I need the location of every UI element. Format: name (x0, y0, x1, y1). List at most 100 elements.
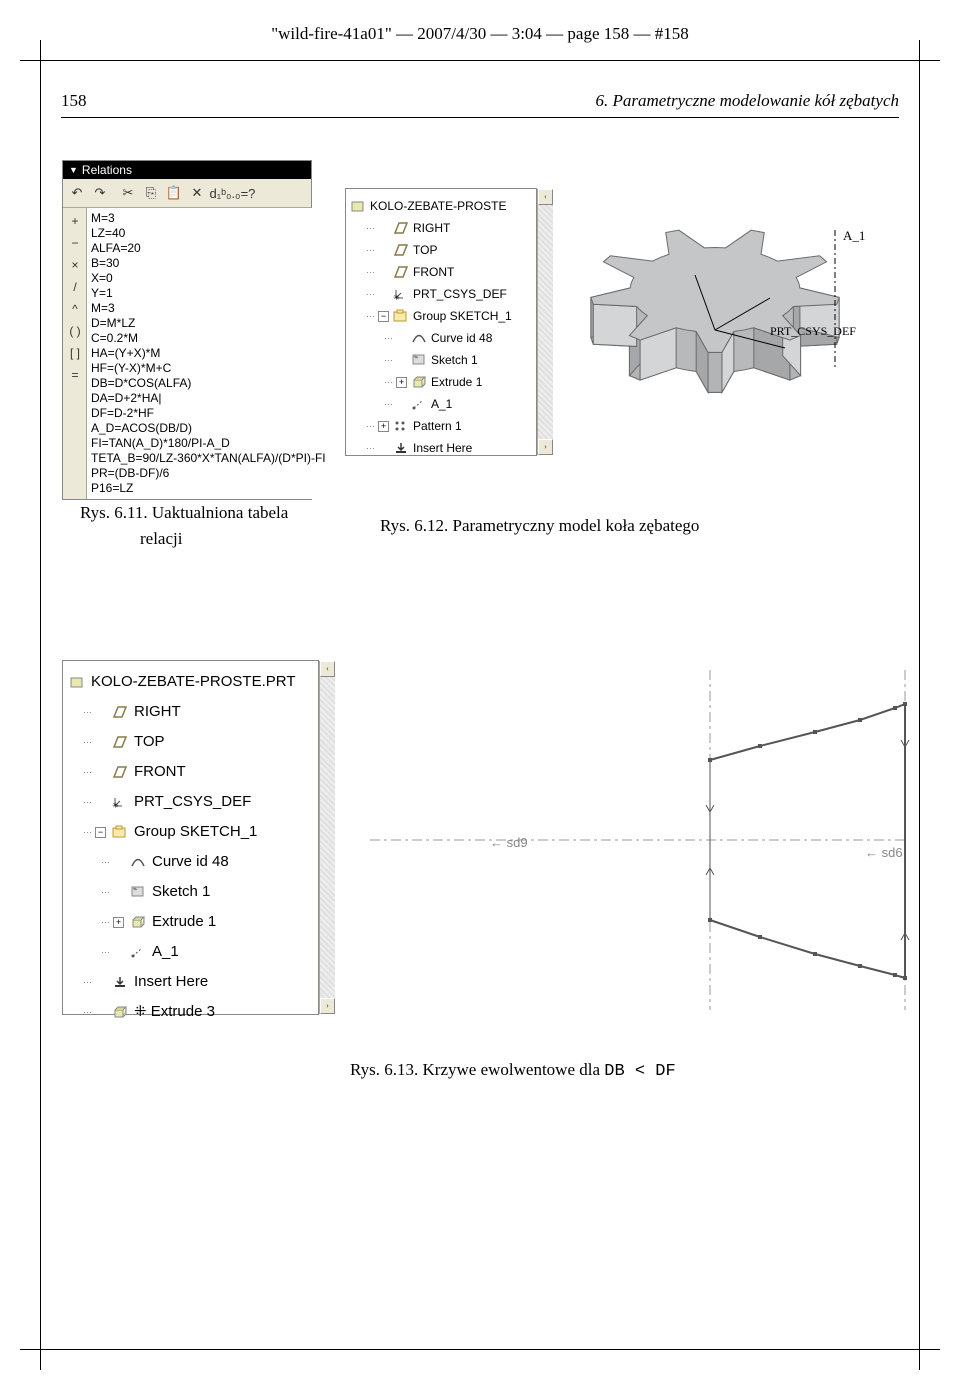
tree-item[interactable]: ⋯Insert Here (67, 967, 314, 997)
relations-panel: ▼ Relations ↶↷✂⎘📋✕d₁ᵇ₀.₀=? +−×/^( )[ ]= … (62, 160, 312, 500)
caret-icon[interactable]: ^ (64, 299, 86, 319)
equals-icon[interactable]: = (64, 365, 86, 385)
model-tree-panel-1: KOLO-ZEBATE-PROSTE⋯RIGHT⋯TOP⋯FRONT⋯✳PRT_… (345, 188, 537, 456)
relations-operator-bar: +−×/^( )[ ]= (63, 208, 87, 499)
tree-root[interactable]: KOLO-ZEBATE-PROSTE.PRT (67, 667, 314, 697)
relations-editor[interactable]: M=3 LZ=40 ALFA=20 B=30 X=0 Y=1 M=3 D=M*L… (87, 208, 330, 499)
caption-6-12: Rys. 6.12. Parametryczny model koła zęba… (380, 516, 860, 536)
crop-mark (20, 60, 40, 61)
tree-item[interactable]: ⋯A_1 (350, 393, 532, 415)
expand-icon[interactable]: + (378, 421, 389, 432)
copy-icon[interactable]: ⎘ (140, 182, 162, 204)
tree-item[interactable]: ⋯✳PRT_CSYS_DEF (350, 283, 532, 305)
plus-icon[interactable]: + (64, 211, 86, 231)
scroll-up-icon[interactable]: ‹ (320, 661, 335, 677)
scroll-up-icon[interactable]: ‹ (538, 189, 553, 205)
crop-mark (920, 60, 940, 61)
sketch-icon (411, 353, 427, 367)
bracket-icon[interactable]: [ ] (64, 343, 86, 363)
axis-icon (411, 397, 427, 411)
tree-item[interactable]: ⋯⁜ Extrude 3 (67, 997, 314, 1027)
dim-label-sd9: ← sd9 (490, 835, 528, 850)
dropdown-icon: ▼ (69, 165, 78, 175)
datum-plane-icon (393, 243, 409, 257)
datum-plane-icon (393, 221, 409, 235)
csys-icon: ✳ (110, 793, 130, 811)
dim-label-sd6: ← sd6 (865, 845, 903, 860)
datum-plane-icon (110, 703, 130, 721)
insert-icon (110, 973, 130, 991)
crop-mark (920, 1349, 940, 1350)
svg-text:PRT_CSYS_DEF: PRT_CSYS_DEF (770, 324, 856, 338)
datum-plane-icon (110, 763, 130, 781)
extrude-icon (110, 1003, 130, 1021)
tree-item[interactable]: ⋯RIGHT (67, 697, 314, 727)
insert-icon (393, 441, 409, 455)
minus-icon[interactable]: − (64, 233, 86, 253)
crop-mark (40, 1350, 41, 1370)
undo-icon[interactable]: ↶ (66, 182, 88, 204)
scroll-down-icon[interactable]: › (538, 439, 553, 455)
expand-icon[interactable]: + (113, 917, 124, 928)
scroll-track[interactable] (538, 205, 553, 439)
csys-icon: ✳ (393, 287, 409, 301)
delete-icon[interactable]: ✕ (186, 182, 208, 204)
datum-plane-icon (110, 733, 130, 751)
extrude-icon (128, 913, 148, 931)
relations-title: Relations (82, 163, 132, 177)
tree-item[interactable]: ⋯Sketch 1 (67, 877, 314, 907)
part-icon (67, 673, 87, 691)
tree-item[interactable]: ⋯A_1 (67, 937, 314, 967)
eval-icon[interactable]: =? (237, 182, 259, 204)
scrollbar[interactable]: ‹ › (537, 189, 553, 455)
expand-icon[interactable]: + (396, 377, 407, 388)
relations-toolbar: ↶↷ ✂⎘📋✕ d₁ᵇ₀.₀=? (63, 179, 311, 208)
extrude-icon (411, 375, 427, 389)
relations-titlebar[interactable]: ▼ Relations (63, 161, 311, 179)
pattern-icon (393, 419, 409, 433)
tree-root[interactable]: KOLO-ZEBATE-PROSTE (350, 195, 532, 217)
part-icon (350, 199, 366, 213)
times-icon[interactable]: × (64, 255, 86, 275)
caption-6-11: Rys. 6.11. Uaktualniona tabela relacji (80, 500, 340, 552)
paste-icon[interactable]: 📋 (163, 182, 185, 204)
redo-icon[interactable]: ↷ (89, 182, 111, 204)
expand-icon[interactable]: − (378, 311, 389, 322)
cut-icon[interactable]: ✂ (117, 182, 139, 204)
tree-item[interactable]: ⋯+Extrude 1 (350, 371, 532, 393)
tree-item[interactable]: ⋯−Group SKETCH_1 (67, 817, 314, 847)
scroll-down-icon[interactable]: › (320, 998, 335, 1014)
gear-render: A_1 PRT_CSYS_DEF (560, 170, 900, 470)
crop-mark (919, 1350, 920, 1370)
tree-item[interactable]: ⋯FRONT (67, 757, 314, 787)
tree-item[interactable]: ⋯Curve id 48 (350, 327, 532, 349)
tree-item[interactable]: ⋯Sketch 1 (350, 349, 532, 371)
crop-mark (919, 40, 920, 60)
tree-item[interactable]: ⋯Curve id 48 (67, 847, 314, 877)
svg-text:✳: ✳ (393, 293, 400, 301)
tree-item[interactable]: ⋯TOP (67, 727, 314, 757)
tree-item[interactable]: ⋯−Group SKETCH_1 (350, 305, 532, 327)
tree-item[interactable]: ⋯+Pattern 1 (350, 415, 532, 437)
page-number: 158 (61, 91, 87, 111)
crop-mark (20, 1349, 40, 1350)
chapter-title: 6. Parametryczne modelowanie kół zębatyc… (595, 91, 899, 111)
tree-item[interactable]: ⋯+Extrude 1 (67, 907, 314, 937)
tree-item[interactable]: ⋯Insert Here (350, 437, 532, 459)
axis-icon (128, 943, 148, 961)
tree-item[interactable]: ⋯RIGHT (350, 217, 532, 239)
paren-icon[interactable]: ( ) (64, 321, 86, 341)
scroll-track[interactable] (320, 677, 335, 998)
tree-item[interactable]: ⋯TOP (350, 239, 532, 261)
svg-text:✳: ✳ (112, 801, 119, 809)
tree-item[interactable]: ⋯✳PRT_CSYS_DEF (67, 787, 314, 817)
divide-icon[interactable]: / (64, 277, 86, 297)
curve-icon (411, 331, 427, 345)
expand-icon[interactable]: − (95, 827, 106, 838)
crop-mark (40, 40, 41, 60)
sketch-diagram: ← sd9 ← sd6 (350, 640, 910, 1030)
tree-item[interactable]: ⋯FRONT (350, 261, 532, 283)
param-icon[interactable]: d₁ᵇ₀.₀ (214, 182, 236, 204)
group-icon (110, 823, 130, 841)
scrollbar[interactable]: ‹ › (319, 661, 335, 1014)
